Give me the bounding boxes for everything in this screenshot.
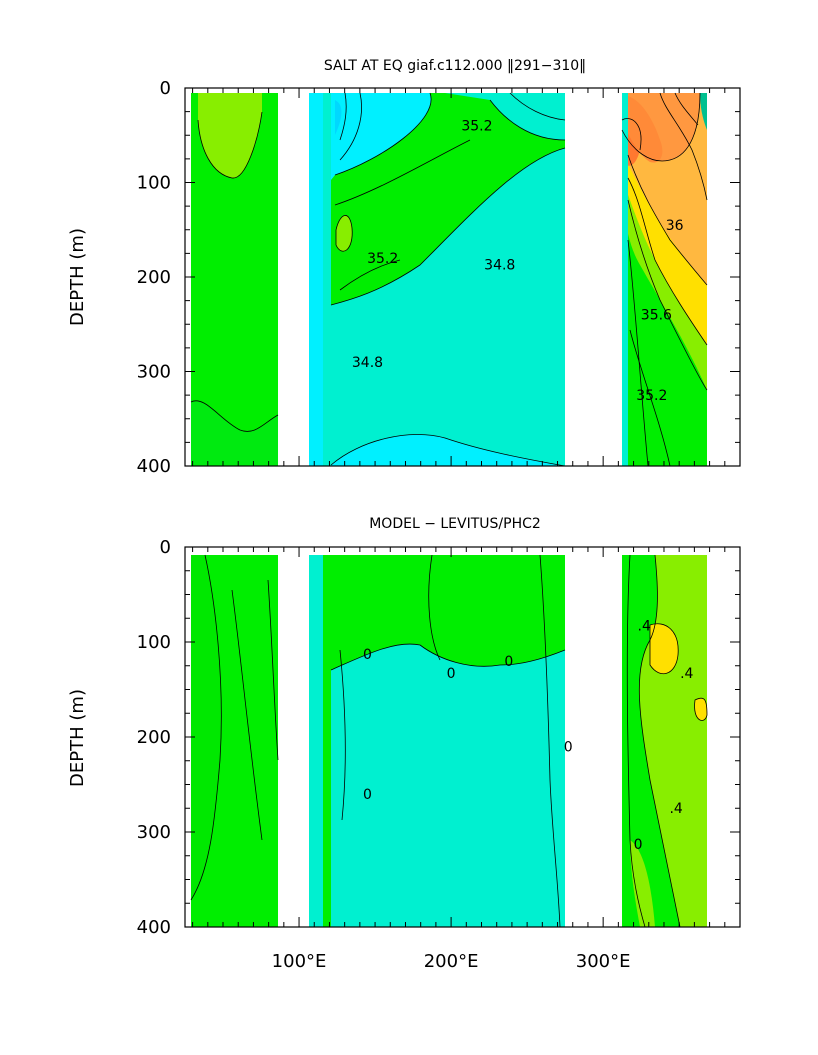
y-tick-label: 0 — [160, 78, 171, 99]
top-contour-18 — [659, 92, 708, 201]
top-contour-4 — [334, 92, 432, 176]
contour-label: 35.6 — [641, 308, 672, 324]
y-tick-label: 300 — [137, 362, 171, 383]
y-tick-label: 200 — [137, 267, 171, 288]
top-contour-20 — [629, 329, 671, 467]
y-tick-label: 400 — [137, 456, 171, 477]
bottom-panel: MODEL − LEVITUS/PHC2 — [67, 516, 741, 972]
bottom-blob-yellow-1 — [650, 623, 679, 674]
y-tick-label: 300 — [137, 822, 171, 843]
top-field — [191, 93, 707, 466]
bottom-contour-4 — [330, 643, 566, 671]
top-contour-6 — [339, 259, 401, 291]
contour-label: 0 — [447, 666, 456, 682]
contour-label: 0 — [363, 787, 372, 803]
top-blob-deep-green — [191, 400, 278, 466]
top-contour-12 — [509, 92, 566, 121]
top-strip-aqua — [622, 93, 628, 466]
top-blob-small — [336, 215, 353, 252]
bottom-contour-5 — [428, 554, 441, 661]
top-contour-9 — [339, 92, 347, 141]
bottom-contour-10 — [638, 554, 681, 928]
bottom-blob-yellow-2 — [694, 698, 707, 721]
bottom-blob-bottom — [630, 840, 655, 927]
y-tick-label: 0 — [160, 537, 171, 558]
bottom-contour-1 — [190, 554, 222, 901]
bottom-contour-3 — [267, 579, 279, 761]
top-patch-cyan — [331, 93, 432, 180]
top-contour-8 — [335, 215, 353, 252]
bottom-contour-9 — [649, 623, 679, 675]
bottom-column-green — [323, 555, 331, 927]
contour-label: 35.2 — [461, 119, 492, 135]
bottom-contour-2 — [231, 589, 263, 841]
contour-label: 35.2 — [367, 251, 398, 267]
top-contour-21 — [627, 239, 649, 467]
top-band-orange-core — [622, 95, 663, 163]
bottom-contour-7 — [339, 649, 346, 821]
top-patch-light-blue — [335, 100, 342, 135]
top-contour-labels: 35.2 35.2 34.8 34.8 36 35.6 35.2 — [352, 119, 684, 404]
contour-label: 0 — [363, 647, 372, 663]
bottom-panel-title: MODEL − LEVITUS/PHC2 — [369, 516, 541, 532]
top-contour-10 — [339, 92, 362, 161]
top-contours — [190, 92, 708, 467]
top-contour-2 — [190, 400, 279, 432]
bottom-contours — [190, 554, 708, 928]
top-patch-aqua — [445, 93, 565, 140]
bottom-contour-11 — [694, 697, 708, 721]
bottom-field — [191, 555, 707, 927]
x-tick-label: 300°E — [576, 951, 631, 972]
top-y-axis-label: DEPTH (m) — [67, 228, 88, 326]
bottom-column-aqua — [309, 555, 323, 927]
top-contour-7 — [330, 434, 566, 467]
top-panel-title: SALT AT EQ giaf.c112.000 ‖291−310‖ — [324, 58, 586, 74]
contour-label: 35.2 — [636, 388, 667, 404]
bottom-y-axis: 0 100 200 300 400 — [137, 537, 740, 938]
contour-label: 0 — [564, 739, 573, 755]
y-tick-label: 400 — [137, 917, 171, 938]
top-contour-3 — [330, 147, 566, 306]
top-panel: SALT AT EQ giaf.c112.000 ‖291−310‖ — [67, 58, 741, 477]
top-blob-yellow-green — [198, 93, 262, 179]
top-y-axis: 0 100 200 300 400 — [137, 78, 740, 477]
contour-label: 0 — [634, 837, 643, 853]
contour-label: 34.8 — [484, 257, 515, 273]
y-tick-label: 200 — [137, 727, 171, 748]
top-contour-14 — [627, 154, 708, 286]
top-contour-16 — [621, 92, 701, 162]
contour-label: 34.8 — [352, 355, 383, 371]
top-x-axis — [192, 88, 726, 466]
bottom-x-axis: 100°E 200°E 300°E — [192, 547, 726, 972]
top-contour-13 — [627, 177, 708, 346]
x-tick-label: 100°E — [272, 951, 327, 972]
top-column-aqua — [323, 93, 331, 466]
x-tick-label: 200°E — [424, 951, 479, 972]
top-column-cyan — [309, 93, 323, 466]
top-contour-17 — [621, 118, 642, 151]
top-contour-1 — [197, 111, 263, 179]
bottom-blob-west — [191, 555, 222, 900]
bottom-contour-labels: 0 0 0 0 0 0 .4 .4 .4 — [363, 619, 694, 854]
top-contour-19 — [674, 92, 699, 126]
y-tick-label: 100 — [137, 173, 171, 194]
bottom-contour-6 — [539, 554, 561, 928]
top-contour-11 — [489, 99, 566, 141]
top-patch-deep-cyan — [331, 434, 565, 466]
top-strip-teal — [700, 93, 707, 130]
bottom-contour-8 — [626, 554, 646, 928]
contour-label: .4 — [680, 666, 693, 682]
bottom-y-axis-label: DEPTH (m) — [67, 689, 88, 787]
contour-label: 0 — [504, 654, 513, 670]
contour-label: .4 — [669, 801, 682, 817]
y-tick-label: 100 — [137, 632, 171, 653]
bottom-band-green — [331, 555, 565, 670]
top-contour-5 — [334, 139, 471, 206]
contour-label: 36 — [666, 218, 684, 234]
top-contour-15 — [627, 199, 708, 391]
contour-label: .4 — [638, 619, 651, 635]
